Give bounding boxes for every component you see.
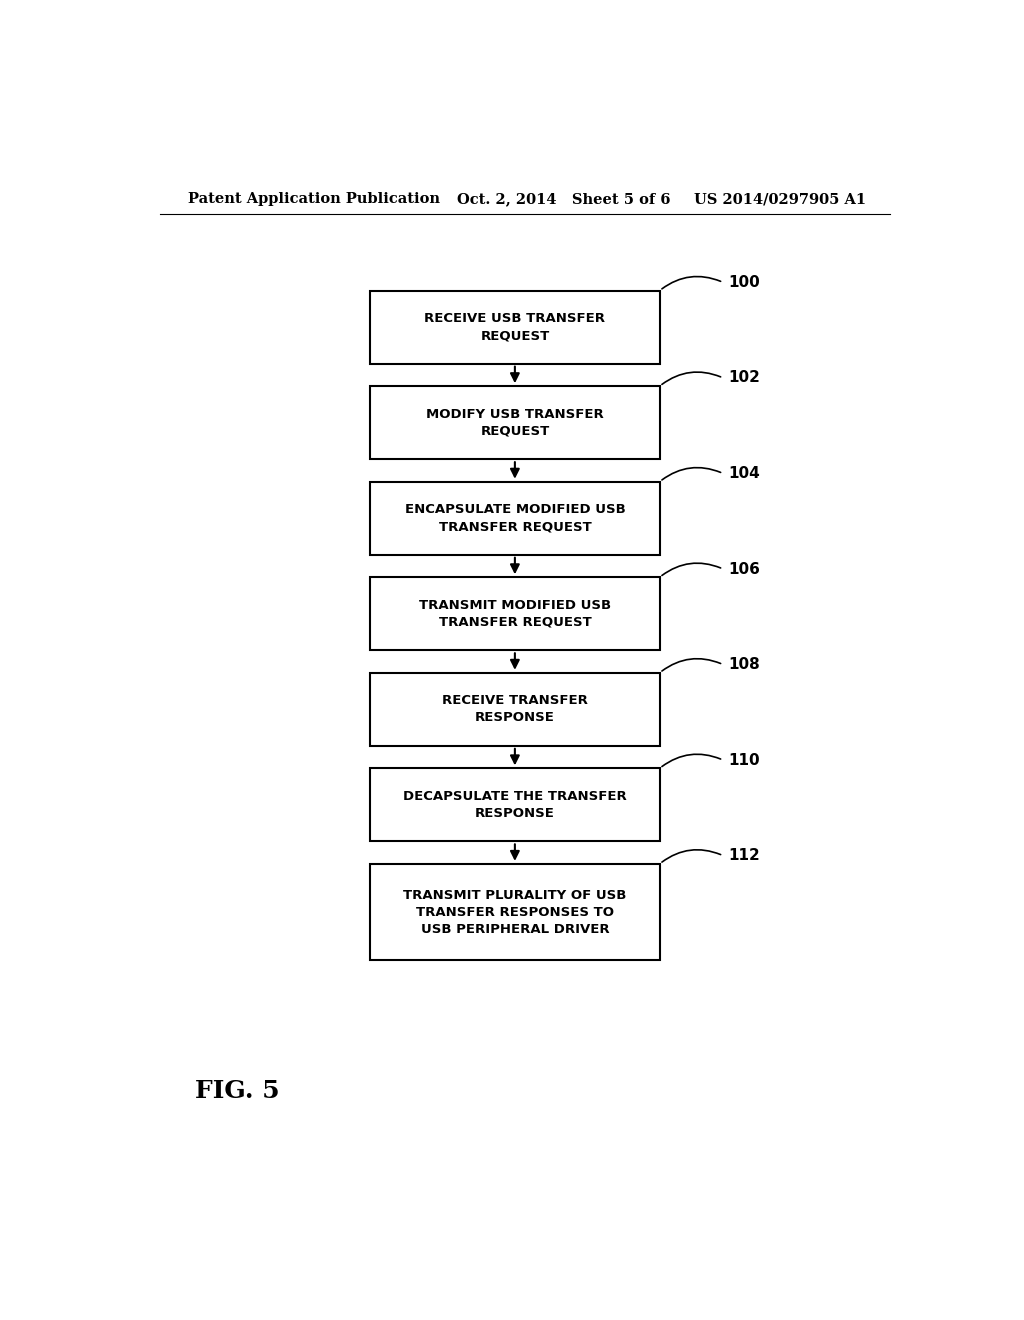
Bar [370, 768, 659, 841]
Text: Patent Application Publication: Patent Application Publication [187, 191, 439, 206]
Bar [370, 385, 659, 459]
Text: TRANSMIT MODIFIED USB
TRANSFER REQUEST: TRANSMIT MODIFIED USB TRANSFER REQUEST [419, 599, 611, 628]
Text: ENCAPSULATE MODIFIED USB
TRANSFER REQUEST: ENCAPSULATE MODIFIED USB TRANSFER REQUES… [404, 503, 626, 533]
Bar [370, 482, 659, 554]
Text: 100: 100 [729, 275, 761, 290]
Bar [370, 673, 659, 746]
Text: US 2014/0297905 A1: US 2014/0297905 A1 [694, 191, 866, 206]
Bar [370, 863, 659, 961]
Text: DECAPSULATE THE TRANSFER
RESPONSE: DECAPSULATE THE TRANSFER RESPONSE [403, 789, 627, 820]
Text: Oct. 2, 2014   Sheet 5 of 6: Oct. 2, 2014 Sheet 5 of 6 [458, 191, 671, 206]
Bar [370, 290, 659, 364]
Text: 110: 110 [729, 752, 761, 768]
Text: TRANSMIT PLURALITY OF USB
TRANSFER RESPONSES TO
USB PERIPHERAL DRIVER: TRANSMIT PLURALITY OF USB TRANSFER RESPO… [403, 888, 627, 936]
Text: FIG. 5: FIG. 5 [196, 1080, 281, 1104]
Text: 108: 108 [729, 657, 761, 672]
Text: 102: 102 [729, 371, 761, 385]
Text: RECEIVE USB TRANSFER
REQUEST: RECEIVE USB TRANSFER REQUEST [424, 312, 605, 342]
Text: 106: 106 [729, 561, 761, 577]
Text: 104: 104 [729, 466, 761, 480]
Text: 112: 112 [729, 849, 761, 863]
Text: MODIFY USB TRANSFER
REQUEST: MODIFY USB TRANSFER REQUEST [426, 408, 604, 438]
Text: RECEIVE TRANSFER
RESPONSE: RECEIVE TRANSFER RESPONSE [442, 694, 588, 725]
Bar [370, 577, 659, 651]
